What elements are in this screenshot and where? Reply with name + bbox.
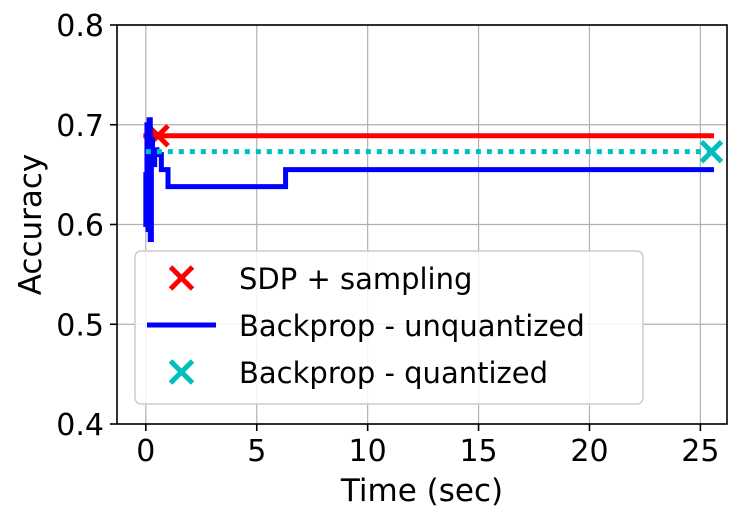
legend-box — [134, 250, 644, 405]
y-tick-label-0-5: 0.5 — [56, 308, 104, 343]
x-tick-label-15: 15 — [459, 434, 497, 469]
legend-marker-sdp-sampling-stroke-2 — [168, 265, 195, 291]
x-axis-title: Time (sec) — [340, 473, 503, 509]
legend-label-sdp-sampling: SDP + sampling — [239, 262, 472, 296]
series-sdp-sampling — [143, 123, 714, 148]
x-tick-label-20: 20 — [570, 434, 608, 469]
series-line-backprop-unquantized — [143, 117, 714, 242]
series-marker-backprop-quantized — [699, 139, 724, 164]
y-tick-label-0-4: 0.4 — [56, 408, 104, 443]
legend: SDP + sampling Backprop - unquantized Back… — [134, 250, 644, 405]
axes: 0 5 10 15 20 25 0.4 0.5 0.6 0.7 0.8 Time (sec) Accur… — [13, 9, 728, 509]
series-backprop-unquantized — [143, 117, 714, 242]
legend-marker-backprop-quantized — [168, 359, 195, 385]
series-backprop-quantized — [145, 139, 724, 164]
y-tick-label-0-7: 0.7 — [56, 109, 104, 144]
y-tick-label-0-8: 0.8 — [56, 9, 104, 44]
legend-item-backprop-quantized: Backprop - quantized — [168, 356, 548, 390]
legend-label-backprop-unquantized: Backprop - unquantized — [239, 309, 585, 343]
x-tick-label-0: 0 — [136, 434, 155, 469]
legend-item-backprop-unquantized: Backprop - unquantized — [147, 309, 585, 343]
legend-item-sdp-sampling: SDP + sampling — [168, 262, 472, 296]
legend-marker-backprop-quantized-stroke-2 — [168, 359, 195, 385]
plot-series — [143, 117, 724, 242]
series-marker-backprop-quantized-stroke-2 — [699, 139, 724, 164]
legend-marker-sdp-sampling — [168, 265, 195, 291]
x-tick-label-25: 25 — [681, 434, 719, 469]
legend-label-backprop-quantized: Backprop - quantized — [239, 356, 548, 390]
y-axis-title: Accuracy — [13, 154, 49, 296]
x-tick-label-5: 5 — [247, 434, 266, 469]
x-tick-label-10: 10 — [349, 434, 387, 469]
y-tick-label-0-6: 0.6 — [56, 209, 104, 244]
